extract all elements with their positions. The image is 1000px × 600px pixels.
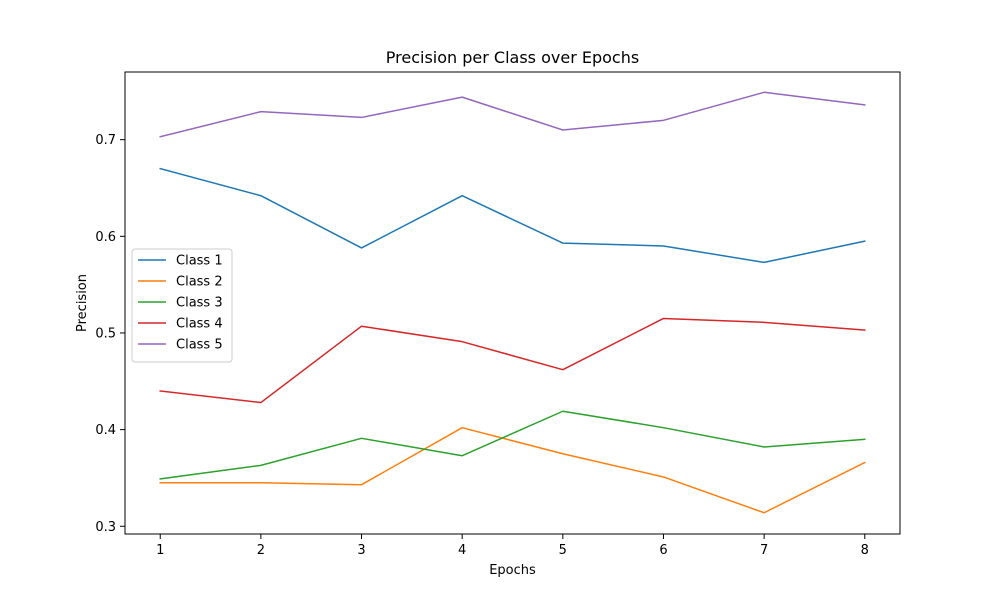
y-tick-label: 0.6 <box>95 230 116 245</box>
series-line-class-4 <box>159 317 866 404</box>
y-tick-label: 0.7 <box>95 133 116 148</box>
x-tick-label: 2 <box>257 543 265 558</box>
plot-area <box>124 71 901 535</box>
plot-frame <box>124 71 901 535</box>
y-tick-label: 0.4 <box>95 423 116 438</box>
series-line-class-3 <box>159 410 866 480</box>
legend-entry-label: Class 3 <box>176 296 223 311</box>
x-tick-label: 1 <box>156 543 164 558</box>
x-tick-label: 6 <box>659 543 667 558</box>
series-line-class-5 <box>159 91 866 138</box>
legend: Class 1 Class 2 Class 3 Class 4 Class 5 <box>131 248 233 363</box>
x-axis-label: Epochs <box>489 563 536 578</box>
x-tick-label: 3 <box>357 543 365 558</box>
legend-entry-label: Class 5 <box>176 338 223 353</box>
x-tick-label: 4 <box>458 543 466 558</box>
y-axis-label: Precision <box>75 274 90 332</box>
chart-title: Precision per Class over Epochs <box>386 48 639 67</box>
y-axis: 0.3 0.4 0.5 0.6 0.7 <box>95 133 125 535</box>
legend-box <box>131 248 233 363</box>
x-tick-label: 7 <box>760 543 768 558</box>
legend-entry-label: Class 2 <box>176 275 223 290</box>
legend-entry-label: Class 1 <box>176 254 223 269</box>
x-axis: 1 2 3 4 5 6 7 8 <box>156 534 869 558</box>
series-line-class-1 <box>159 167 866 264</box>
x-tick-label: 5 <box>559 543 567 558</box>
y-tick-label: 0.5 <box>95 326 116 341</box>
series-line-class-2 <box>159 426 866 514</box>
x-tick-label: 8 <box>861 543 869 558</box>
y-tick-label: 0.3 <box>95 520 116 535</box>
legend-entry-label: Class 4 <box>176 317 223 332</box>
series-layer <box>159 91 866 514</box>
